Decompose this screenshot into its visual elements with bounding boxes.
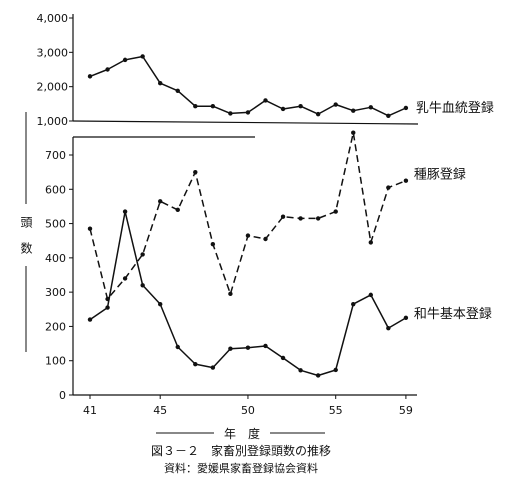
data-point bbox=[368, 105, 373, 110]
series-label: 和牛基本登録 bbox=[414, 307, 492, 322]
data-point bbox=[158, 81, 163, 86]
data-point bbox=[403, 178, 409, 183]
x-tick-label: 45 bbox=[153, 404, 167, 417]
data-point bbox=[280, 106, 286, 112]
x-tick-label: 55 bbox=[329, 404, 343, 417]
data-point bbox=[228, 291, 233, 297]
x-axis-label: 年 度 bbox=[224, 426, 260, 441]
data-point bbox=[351, 130, 356, 135]
data-point bbox=[193, 169, 198, 175]
data-point bbox=[263, 343, 268, 349]
data-point bbox=[158, 199, 163, 204]
data-point bbox=[315, 111, 321, 117]
data-point bbox=[298, 368, 303, 373]
y-tick-label: 200 bbox=[45, 320, 66, 333]
data-point bbox=[386, 185, 391, 190]
x-tick-label: 41 bbox=[83, 404, 97, 417]
data-point bbox=[298, 104, 303, 109]
data-point bbox=[87, 317, 93, 322]
data-point bbox=[210, 104, 216, 109]
data-point bbox=[386, 325, 391, 331]
data-point bbox=[351, 301, 356, 307]
series-line bbox=[89, 131, 407, 300]
data-point bbox=[140, 283, 145, 288]
data-point bbox=[193, 104, 198, 109]
y-tick-label: 0 bbox=[59, 389, 66, 402]
x-tick-label: 50 bbox=[241, 404, 255, 417]
data-point bbox=[245, 345, 251, 350]
data-point bbox=[140, 252, 145, 257]
data-point bbox=[403, 105, 409, 111]
data-point bbox=[228, 111, 233, 116]
y-tick-label: 100 bbox=[45, 355, 66, 368]
data-point bbox=[315, 216, 321, 221]
data-point bbox=[351, 108, 356, 113]
y-tick-label: 4,000 bbox=[37, 12, 69, 25]
y-tick-label: 600 bbox=[45, 183, 66, 196]
data-point bbox=[210, 365, 216, 370]
data-point bbox=[175, 344, 180, 350]
y-tick-label: 400 bbox=[45, 252, 66, 265]
data-point bbox=[122, 209, 128, 214]
y-tick-label: 2,000 bbox=[37, 81, 69, 94]
y-tick-label: 500 bbox=[45, 218, 66, 231]
series-label: 種豚登録 bbox=[414, 167, 466, 183]
data-point bbox=[140, 54, 145, 59]
data-point bbox=[175, 207, 180, 213]
data-point bbox=[122, 276, 128, 281]
series-label: 乳牛血統登録 bbox=[416, 101, 494, 116]
figure-caption: 図３－２ 家畜別登録頭数の推移 bbox=[151, 443, 331, 458]
data-point bbox=[158, 301, 163, 307]
chart-marks: 1,000 2,000 3,000 4,000 乳牛血統登録 0 100 200 300 400 5… bbox=[37, 12, 494, 417]
data-point bbox=[403, 315, 409, 321]
data-point bbox=[245, 110, 251, 115]
top-x-axis bbox=[72, 120, 419, 125]
data-point bbox=[368, 240, 373, 245]
y-axis-label: 頭数 bbox=[19, 216, 33, 268]
data-point bbox=[333, 102, 338, 107]
data-point bbox=[87, 74, 93, 79]
data-point bbox=[333, 209, 338, 214]
data-point bbox=[87, 226, 93, 231]
data-point bbox=[122, 57, 128, 63]
y-tick-label: 700 bbox=[45, 149, 66, 162]
data-point bbox=[280, 214, 286, 219]
data-point bbox=[263, 98, 268, 103]
data-point bbox=[175, 88, 180, 93]
data-point bbox=[193, 361, 198, 367]
data-point bbox=[386, 113, 391, 119]
y-tick-label: 300 bbox=[45, 286, 66, 299]
y-tick-label: 3,000 bbox=[37, 46, 69, 59]
data-point bbox=[368, 292, 373, 298]
data-point bbox=[105, 67, 110, 72]
data-point bbox=[333, 367, 338, 373]
series-line bbox=[89, 55, 407, 117]
y-tick-label: 1,000 bbox=[37, 115, 69, 128]
data-point bbox=[105, 305, 110, 310]
data-point bbox=[245, 233, 251, 238]
data-point bbox=[280, 355, 286, 361]
data-point bbox=[263, 236, 268, 242]
data-point bbox=[298, 216, 303, 221]
data-point bbox=[210, 241, 216, 247]
data-point bbox=[315, 373, 321, 378]
figure-source: 資料：愛媛県家畜登録協会資料 bbox=[164, 461, 318, 475]
x-tick-label: 59 bbox=[399, 404, 413, 417]
data-point bbox=[228, 346, 233, 351]
